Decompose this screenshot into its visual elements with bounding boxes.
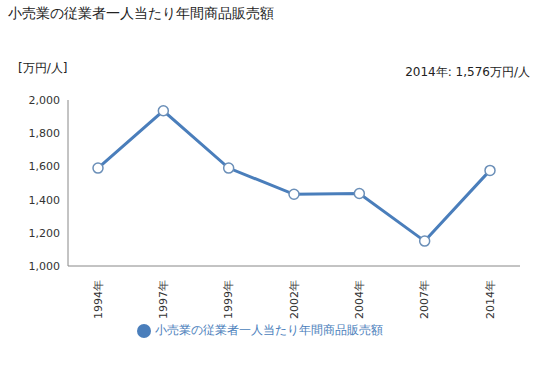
svg-text:1,000: 1,000 bbox=[29, 260, 61, 273]
svg-text:2007年: 2007年 bbox=[418, 280, 431, 319]
html-text:小売業の従業者一人当たり年間商品販売額: 小売業の従業者一人当たり年間商品販売額 bbox=[155, 323, 383, 337]
html-text:2014年: 1,576万円/人: 2014年: 1,576万円/人 bbox=[405, 65, 530, 79]
svg-text:1999年: 1999年 bbox=[222, 280, 235, 319]
svg-text:1,200: 1,200 bbox=[29, 227, 61, 240]
svg-text:2004年: 2004年 bbox=[353, 280, 366, 319]
svg-text:1,400: 1,400 bbox=[29, 194, 61, 207]
html-text:[万円/人]: [万円/人] bbox=[18, 61, 68, 75]
html-text:小売業の従業者一人当たり年間商品販売額: 小売業の従業者一人当たり年間商品販売額 bbox=[8, 5, 274, 21]
svg-text:2,000: 2,000 bbox=[29, 94, 61, 107]
svg-text:1994年: 1994年 bbox=[92, 280, 105, 319]
svg-text:1,800: 1,800 bbox=[29, 127, 61, 140]
svg-text:2002年: 2002年 bbox=[288, 280, 301, 319]
svg-text:2014年: 2014年 bbox=[484, 280, 497, 319]
svg-text:1,600: 1,600 bbox=[29, 160, 61, 173]
svg-text:1997年: 1997年 bbox=[157, 280, 170, 319]
